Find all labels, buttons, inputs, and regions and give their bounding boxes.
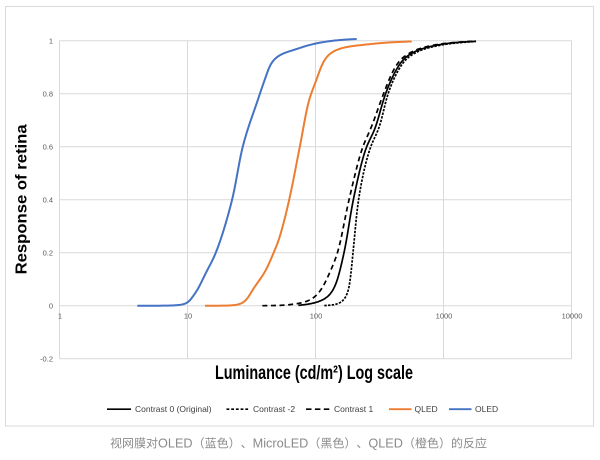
svg-text:QLED: QLED	[368, 437, 403, 451]
svg-text:OLED: OLED	[475, 404, 498, 414]
svg-text:0.8: 0.8	[43, 89, 53, 98]
svg-text:Luminance (cd/m²) Log scale: Luminance (cd/m²) Log scale	[215, 363, 413, 384]
svg-text:0: 0	[49, 301, 53, 310]
svg-text:-0.2: -0.2	[40, 354, 53, 363]
svg-text:QLED: QLED	[415, 404, 438, 414]
svg-text:1: 1	[58, 312, 62, 321]
svg-text:Contrast -2: Contrast -2	[253, 404, 295, 414]
svg-text:1: 1	[49, 36, 53, 45]
svg-text:Contrast 0 (Original): Contrast 0 (Original)	[135, 404, 212, 414]
svg-text:MicroLED: MicroLED	[253, 437, 309, 451]
svg-text:1000: 1000	[436, 312, 453, 321]
svg-text:0.2: 0.2	[43, 248, 53, 257]
svg-text:Contrast 1: Contrast 1	[334, 404, 373, 414]
svg-text:100: 100	[310, 312, 323, 321]
svg-text:10000: 10000	[562, 312, 583, 321]
svg-text:0.4: 0.4	[43, 195, 53, 204]
svg-text:10: 10	[184, 312, 192, 321]
svg-text:Response of retina: Response of retina	[14, 124, 31, 274]
svg-text:OLED: OLED	[158, 437, 193, 451]
svg-text:0.6: 0.6	[43, 142, 53, 151]
